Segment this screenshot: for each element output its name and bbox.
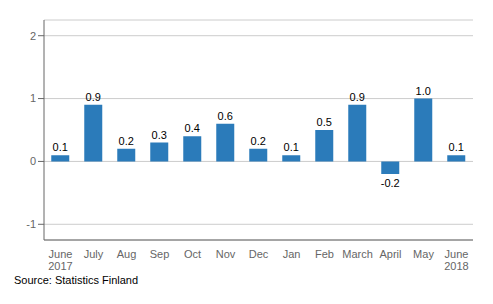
svg-text:0.9: 0.9	[350, 91, 365, 103]
svg-text:Dec: Dec	[249, 248, 269, 260]
svg-text:March: March	[342, 248, 373, 260]
svg-text:0.2: 0.2	[119, 135, 134, 147]
svg-text:-1: -1	[26, 218, 36, 230]
svg-text:0.1: 0.1	[284, 141, 299, 153]
svg-text:1.0: 1.0	[416, 85, 431, 97]
svg-text:Nov: Nov	[216, 248, 236, 260]
html-text:Source: Statistics Finland: Source: Statistics Finland	[14, 274, 139, 286]
svg-text:April: April	[379, 248, 401, 260]
svg-text:0.5: 0.5	[317, 116, 332, 128]
svg-text:0.2: 0.2	[251, 135, 266, 147]
svg-text:0: 0	[30, 155, 36, 167]
svg-text:0.1: 0.1	[53, 141, 68, 153]
svg-text:0.6: 0.6	[218, 110, 233, 122]
svg-text:Sep: Sep	[150, 248, 170, 260]
svg-text:0.9: 0.9	[86, 91, 101, 103]
svg-text:Oct: Oct	[184, 248, 201, 260]
svg-text:May: May	[413, 248, 434, 260]
svg-text:June2018: June2018	[444, 248, 468, 272]
svg-text:Feb: Feb	[315, 248, 334, 260]
svg-text:2: 2	[30, 30, 36, 42]
svg-text:0.3: 0.3	[152, 129, 167, 141]
svg-text:June2017: June2017	[48, 248, 72, 272]
svg-text:1: 1	[30, 92, 36, 104]
svg-text:July: July	[84, 248, 104, 260]
svg-text:Aug: Aug	[117, 248, 137, 260]
svg-text:Jan: Jan	[283, 248, 301, 260]
svg-text:0.4: 0.4	[185, 122, 200, 134]
svg-text:0.1: 0.1	[449, 141, 464, 153]
svg-text:-0.2: -0.2	[381, 177, 400, 189]
